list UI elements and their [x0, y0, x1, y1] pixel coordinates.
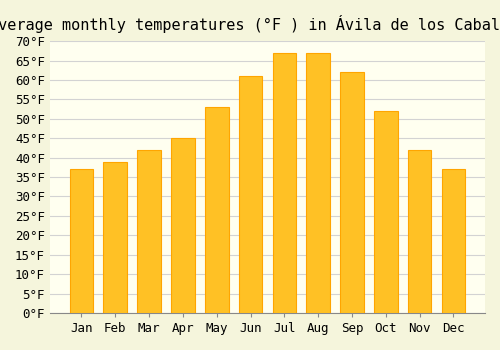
- Bar: [374, 111, 398, 313]
- Bar: [340, 72, 364, 313]
- Bar: [104, 161, 127, 313]
- Bar: [205, 107, 229, 313]
- Bar: [138, 150, 161, 313]
- Bar: [306, 53, 330, 313]
- Bar: [442, 169, 465, 313]
- Bar: [408, 150, 432, 313]
- Bar: [272, 53, 296, 313]
- Bar: [171, 138, 194, 313]
- Bar: [238, 76, 262, 313]
- Title: Average monthly temperatures (°F ) in Ávila de los Caballeros: Average monthly temperatures (°F ) in Áv…: [0, 15, 500, 33]
- Bar: [70, 169, 94, 313]
